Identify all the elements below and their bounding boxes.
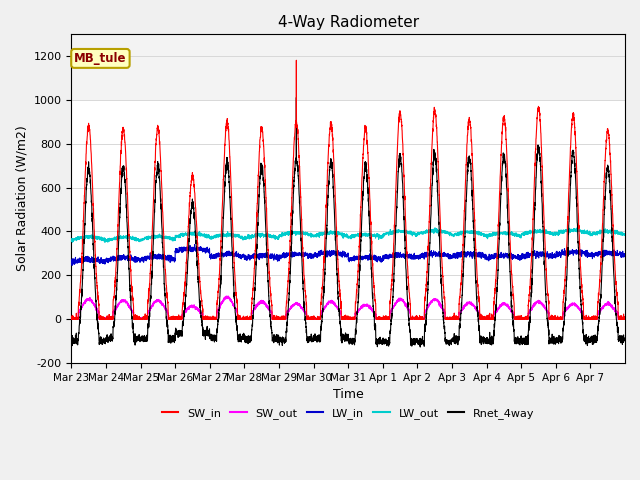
- Text: MB_tule: MB_tule: [74, 52, 127, 65]
- Bar: [72, 34, 625, 100]
- Legend: SW_in, SW_out, LW_in, LW_out, Rnet_4way: SW_in, SW_out, LW_in, LW_out, Rnet_4way: [157, 404, 539, 423]
- X-axis label: Time: Time: [333, 388, 364, 401]
- Title: 4-Way Radiometer: 4-Way Radiometer: [278, 15, 419, 30]
- Y-axis label: Solar Radiation (W/m2): Solar Radiation (W/m2): [15, 126, 28, 271]
